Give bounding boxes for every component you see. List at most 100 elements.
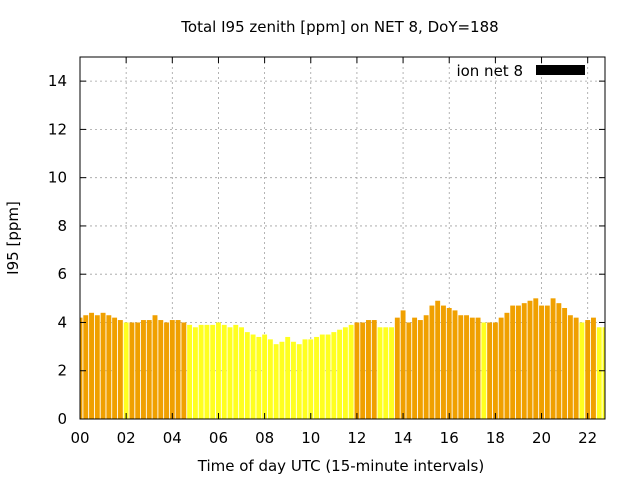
bar: [446, 307, 452, 419]
bar: [377, 327, 383, 419]
bar: [585, 320, 591, 419]
bar: [302, 339, 308, 419]
bar: [279, 341, 285, 419]
bar: [510, 305, 516, 419]
bar: [562, 307, 568, 419]
bar: [80, 317, 83, 419]
bar: [556, 303, 562, 419]
x-tick-label: 20: [532, 429, 551, 447]
bar: [250, 334, 256, 419]
bar: [452, 310, 458, 419]
bar: [181, 322, 187, 419]
bar: [458, 315, 464, 419]
bar: [371, 320, 377, 419]
bar: [135, 322, 141, 419]
bar: [175, 320, 181, 419]
x-axis-label: Time of day UTC (15-minute intervals): [197, 457, 484, 475]
bar: [573, 317, 579, 419]
legend-label: ion net 8: [456, 62, 523, 80]
bar: [319, 334, 325, 419]
x-tick-label: 16: [440, 429, 459, 447]
bar: [342, 327, 348, 419]
legend-swatch: [536, 65, 585, 75]
bar: [435, 300, 441, 419]
bar: [417, 320, 423, 419]
x-tick-label: 22: [578, 429, 597, 447]
bar: [533, 298, 539, 419]
bar: [550, 298, 556, 419]
bar: [492, 322, 498, 419]
bar: [210, 324, 216, 419]
y-tick-label: 6: [57, 265, 67, 283]
bar: [267, 339, 273, 419]
bar: [412, 317, 418, 419]
y-tick-label: 2: [57, 362, 67, 380]
bar: [596, 327, 602, 419]
bar: [527, 300, 533, 419]
bar: [516, 305, 521, 419]
bar: [441, 305, 446, 419]
y-tick-label: 8: [57, 217, 67, 235]
bar: [539, 305, 544, 419]
bar: [141, 320, 146, 419]
bar: [475, 317, 481, 419]
x-tick-label: 06: [209, 429, 228, 447]
x-tick-label: 00: [70, 429, 89, 447]
bar: [389, 327, 394, 419]
y-axis-label: I95 [ppm]: [4, 201, 22, 275]
bar: [504, 312, 510, 419]
bar: [487, 322, 493, 419]
y-tick-label: 12: [48, 120, 67, 138]
bar: [354, 322, 360, 419]
plot-frame: [79, 56, 606, 420]
bar: [129, 322, 135, 419]
bar: [83, 315, 89, 419]
bar: [394, 317, 400, 419]
bar: [169, 320, 175, 419]
bar: [244, 332, 250, 419]
bar: [579, 322, 585, 419]
bar: [152, 315, 158, 419]
bar: [117, 320, 123, 419]
bar: [106, 315, 112, 419]
bar: [221, 324, 227, 419]
y-tick-label: 4: [57, 313, 67, 331]
bar: [239, 327, 244, 419]
x-tick-label: 10: [301, 429, 320, 447]
bar: [256, 336, 262, 419]
y-tick-label: 10: [48, 169, 67, 187]
bar: [360, 322, 366, 419]
bar: [331, 332, 337, 419]
bar: [591, 317, 596, 419]
bar: [337, 329, 343, 419]
bar: [383, 327, 389, 419]
x-tick-label: 14: [394, 429, 413, 447]
bar: [227, 327, 233, 419]
x-tick-label: 08: [255, 429, 274, 447]
bar: [296, 344, 302, 419]
bar: [429, 305, 435, 419]
bars: [80, 298, 605, 419]
x-tick-label: 04: [163, 429, 182, 447]
bar: [187, 324, 193, 419]
x-tick-label: 12: [347, 429, 366, 447]
legend: ion net 8: [456, 62, 585, 80]
bar: [146, 320, 152, 419]
bar: [602, 327, 605, 419]
y-tick-label: 14: [48, 72, 67, 90]
bar: [112, 317, 118, 419]
bar: [204, 324, 210, 419]
chart-title: Total I95 zenith [ppm] on NET 8, DoY=188: [180, 18, 498, 36]
bar: [406, 322, 412, 419]
bar: [464, 315, 469, 419]
bar: [198, 324, 204, 419]
bar: [325, 334, 331, 419]
bar: [544, 305, 550, 419]
bar: [273, 344, 279, 419]
bar: [164, 322, 169, 419]
bar: [94, 315, 100, 419]
bar: [158, 320, 164, 419]
bar: [216, 322, 221, 419]
